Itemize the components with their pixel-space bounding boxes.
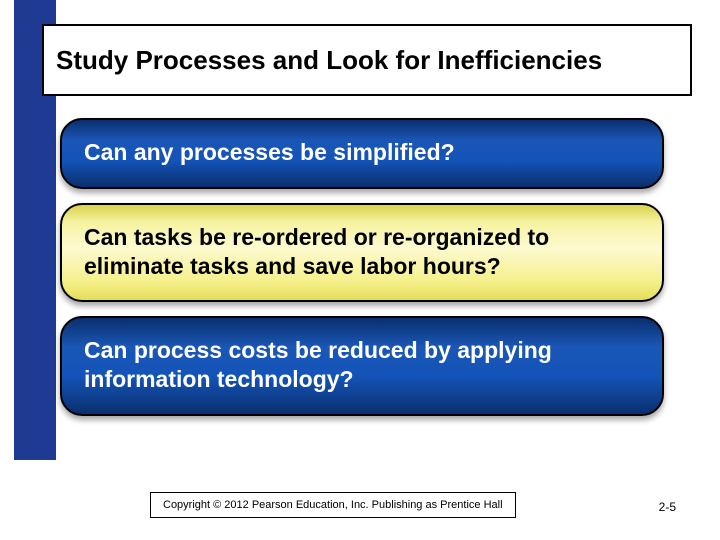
copyright-text: Copyright © 2012 Pearson Education, Inc.… — [163, 499, 503, 511]
page-title: Study Processes and Look for Inefficienc… — [56, 45, 602, 76]
panel-1-text: Can any processes be simplified? — [84, 139, 455, 165]
page-number: 2-5 — [659, 500, 676, 514]
panel-2-text: Can tasks be re-ordered or re-organized … — [84, 224, 549, 279]
copyright-box: Copyright © 2012 Pearson Education, Inc.… — [150, 492, 516, 518]
panel-2: Can tasks be re-ordered or re-organized … — [60, 203, 664, 303]
panel-3-text: Can process costs be reduced by applying… — [84, 337, 552, 392]
panel-3: Can process costs be reduced by applying… — [60, 316, 664, 416]
panels-container: Can any processes be simplified? Can tas… — [60, 118, 664, 430]
title-box: Study Processes and Look for Inefficienc… — [42, 24, 692, 96]
panel-1: Can any processes be simplified? — [60, 118, 664, 189]
